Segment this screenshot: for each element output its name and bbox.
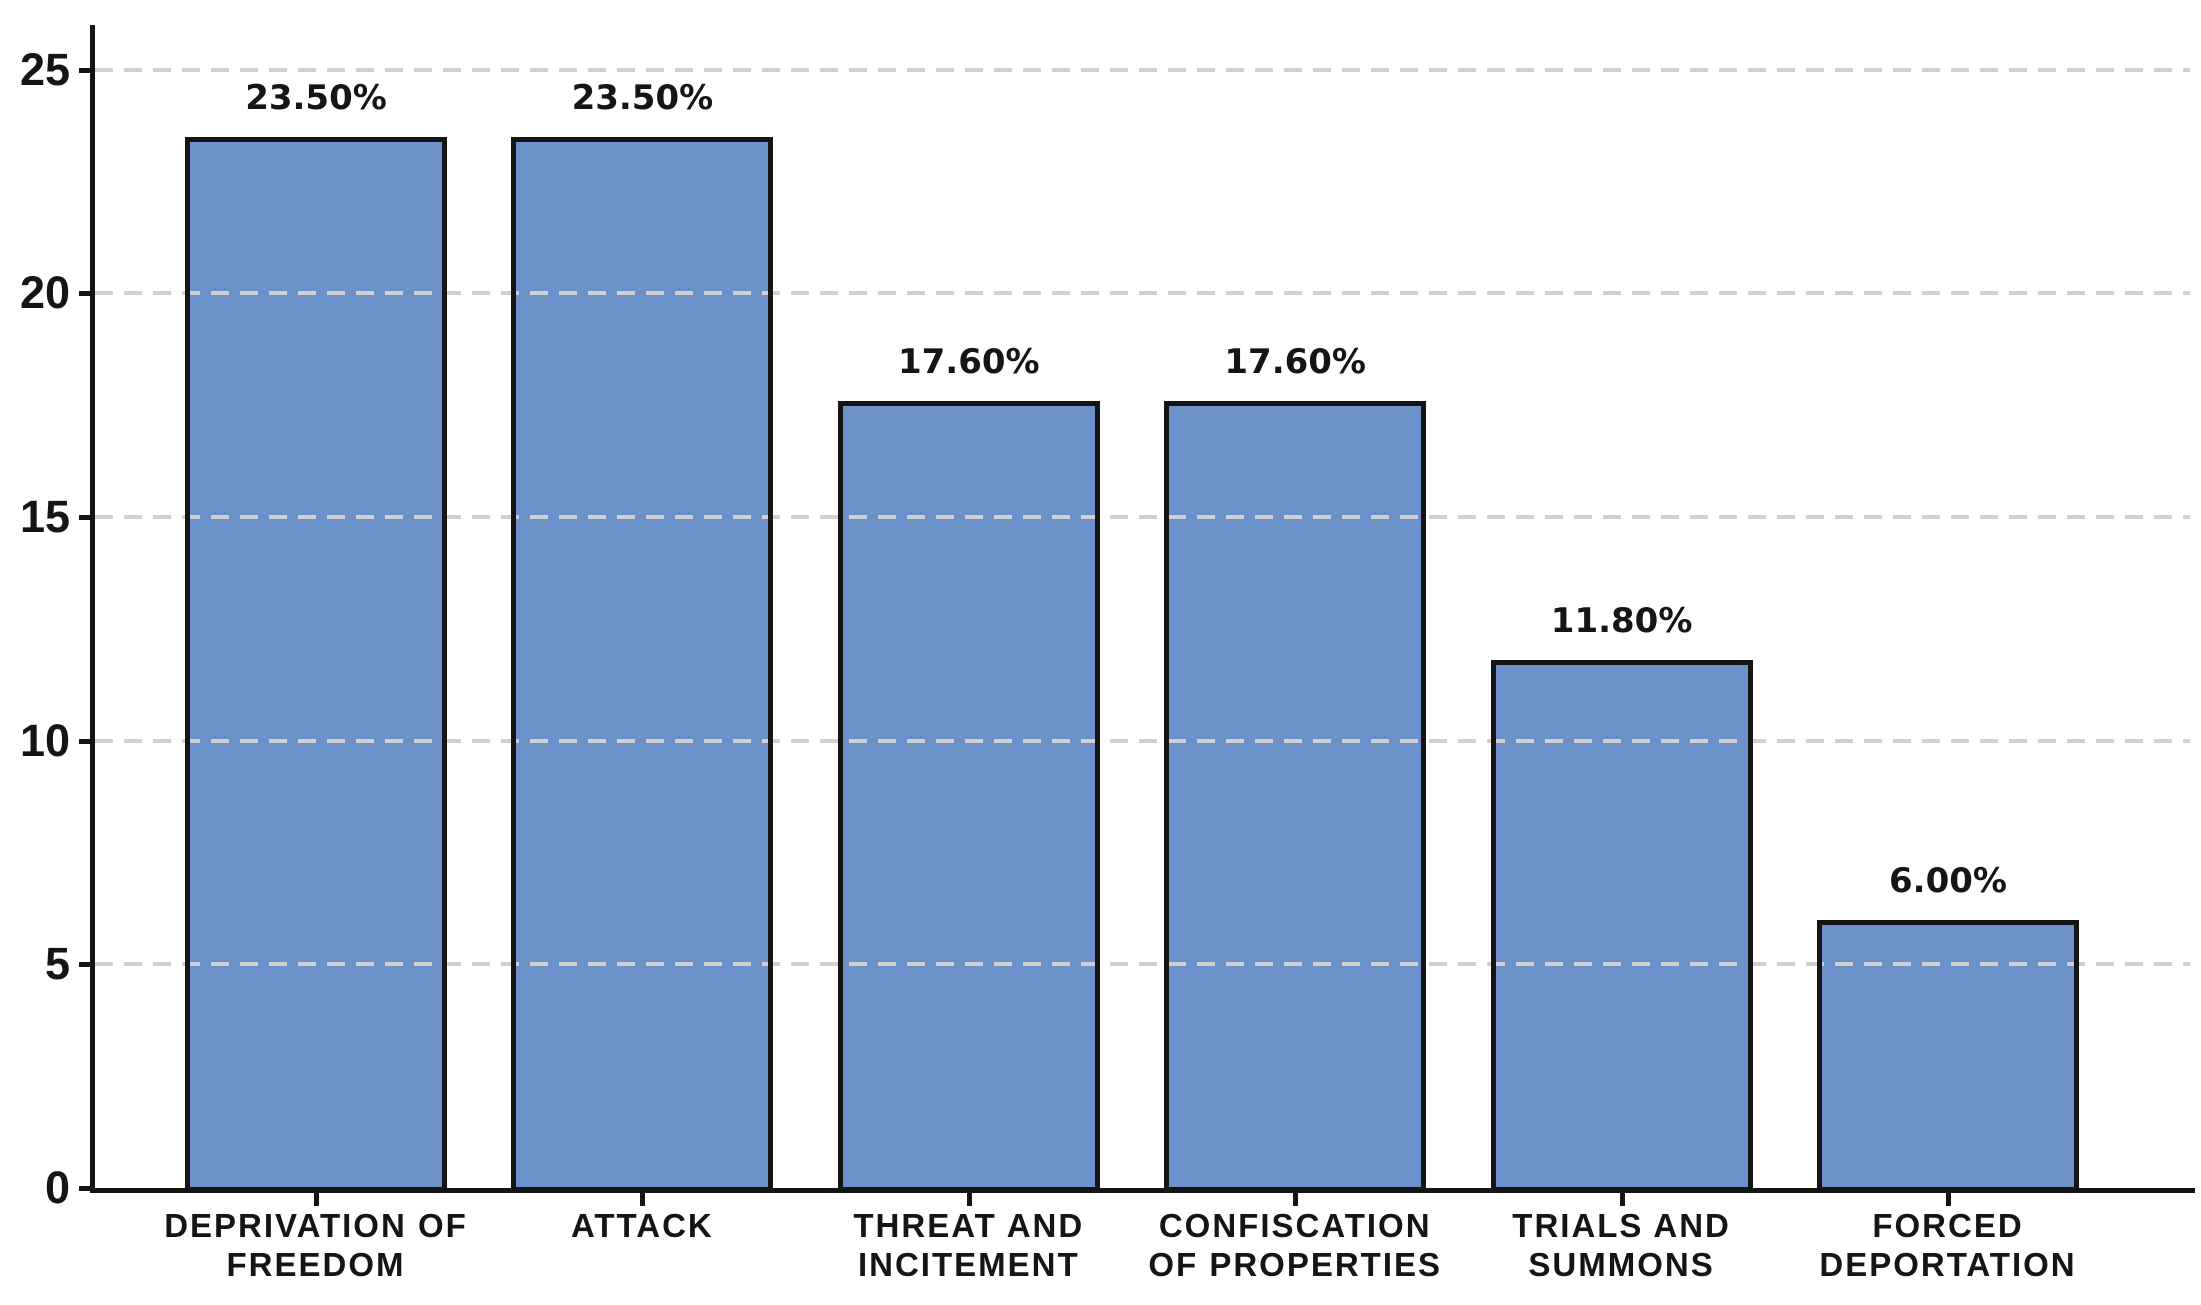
x-tick-mark xyxy=(1293,1193,1299,1206)
y-tick-label: 25 xyxy=(19,43,70,95)
x-tick-mark xyxy=(640,1193,646,1206)
x-tick-label: FORCED DEPORTATION xyxy=(1819,1207,2077,1283)
bar-value-label: 23.50% xyxy=(571,77,714,118)
bar-outline xyxy=(837,400,1100,1192)
y-tick-label: 0 xyxy=(44,1162,70,1213)
bar-value-label: 17.60% xyxy=(1224,341,1366,382)
x-axis-line xyxy=(90,1188,2195,1193)
bar-outline xyxy=(1490,660,1753,1192)
x-tick-label: CONFISCATION OF PROPERTIES xyxy=(1148,1207,1443,1283)
bar-outline xyxy=(185,136,447,1192)
gridline xyxy=(95,515,2190,520)
y-tick-label: 20 xyxy=(19,267,70,319)
y-tick-mark xyxy=(79,291,93,297)
y-tick-mark xyxy=(79,1186,93,1191)
gridline xyxy=(95,291,2190,296)
bar-value-label: 17.60% xyxy=(897,341,1040,382)
y-tick-mark xyxy=(79,962,93,968)
bar-value-label: 6.00% xyxy=(1889,860,2007,901)
bar-value-label: 11.80% xyxy=(1550,601,1693,642)
y-tick-mark xyxy=(79,67,93,73)
y-tick-mark xyxy=(79,515,93,521)
gridline xyxy=(95,962,2190,967)
bar-outline xyxy=(1817,919,2079,1192)
bar-outline xyxy=(511,136,774,1192)
y-tick-label: 15 xyxy=(19,491,70,543)
y-tick-mark xyxy=(79,738,93,744)
x-tick-mark xyxy=(1946,1193,1951,1206)
gridline xyxy=(95,738,2190,743)
y-axis-line xyxy=(90,25,95,1193)
y-tick-label: 10 xyxy=(19,714,70,766)
gridline xyxy=(95,67,2190,72)
x-tick-label: THREAT AND INCITEMENT xyxy=(853,1207,1085,1283)
bar-value-label: 23.50% xyxy=(245,77,387,118)
x-tick-mark xyxy=(1619,1193,1625,1206)
x-tick-label: TRIALS AND SUMMONS xyxy=(1512,1207,1731,1283)
bar xyxy=(511,136,774,1192)
bar-outline xyxy=(1164,400,1427,1192)
bar xyxy=(1164,400,1427,1192)
x-tick-label: DEPRIVATION OF FREEDOM xyxy=(164,1207,468,1283)
x-tick-label: ATTACK xyxy=(571,1207,714,1244)
x-tick-mark xyxy=(314,1193,319,1206)
x-tick-mark xyxy=(966,1193,972,1206)
y-tick-label: 5 xyxy=(44,938,70,990)
